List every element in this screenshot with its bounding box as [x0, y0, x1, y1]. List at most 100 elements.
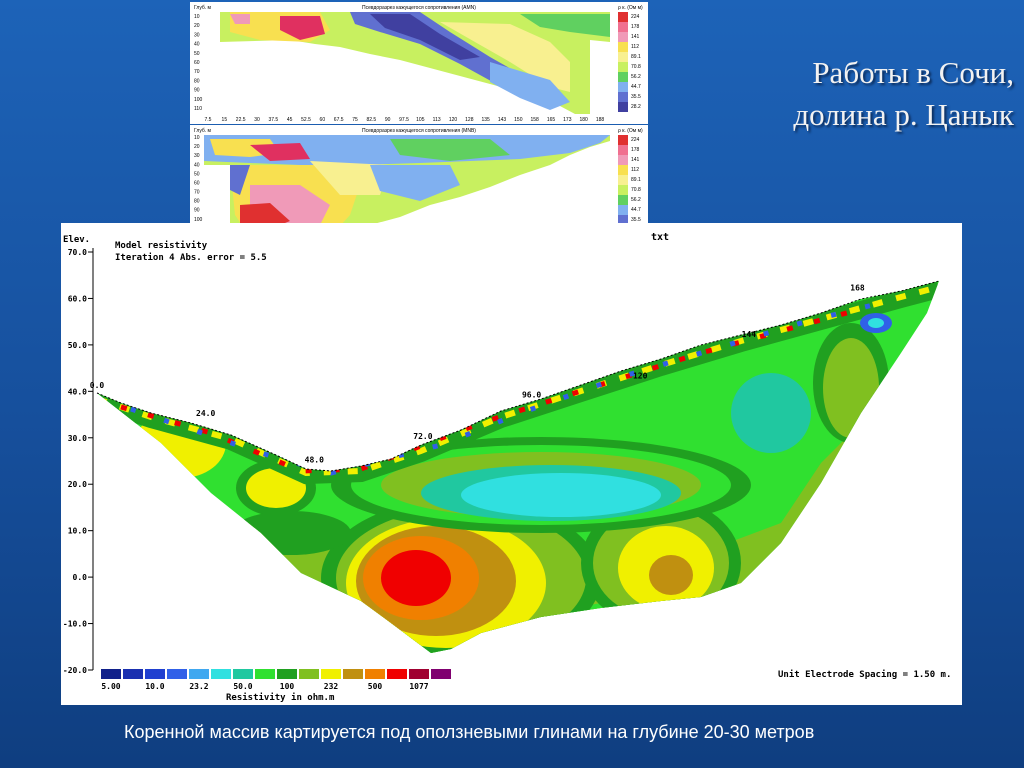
surface-position-labels: 0.0 24.0 48.0 72.0 96.0 120 144 168	[90, 283, 865, 464]
scale-value: 141	[631, 157, 640, 163]
x-tick: 15	[222, 117, 228, 123]
y-tick-label: 0.0	[73, 573, 88, 582]
x-tick: 143	[498, 117, 507, 123]
y-tick-label: 10.0	[68, 527, 87, 536]
x-tick: 22.5	[236, 117, 246, 123]
resistivity-legend: 5.00 10.0 23.2 50.0 100 232 500 1077	[101, 669, 451, 691]
x-tick: 52.5	[301, 117, 311, 123]
resistivity-model-panel: txt Elev. Model resistivity Iteration 4 …	[61, 223, 962, 705]
y-axis-label: Elev.	[63, 235, 90, 245]
pseudosection-amn: Псевдоразрез кажущегося сопротивления (A…	[190, 2, 648, 124]
legend-swatch	[299, 669, 319, 679]
surface-label: 96.0	[522, 390, 541, 399]
y-tick-label: 30.0	[68, 434, 87, 443]
color-scale-amn: 224 178 141 112 89.1 70.8 56.2 44.7 35.5 28.2	[618, 12, 641, 112]
y-tick-label: 40.0	[68, 387, 87, 396]
legend-swatch	[409, 669, 429, 679]
scale-swatch	[618, 145, 628, 155]
x-tick: 128	[465, 117, 474, 123]
legend-value: 5.00	[101, 682, 120, 691]
x-tick: 90	[385, 117, 391, 123]
legend-title: Resistivity in ohm.m	[226, 692, 335, 703]
surface-label: 168	[850, 283, 865, 292]
scale-swatch	[618, 175, 628, 185]
scale-swatch	[618, 62, 628, 72]
scale-value: 44.7	[631, 207, 641, 213]
scale-swatch	[618, 12, 628, 22]
title-line-1: Работы в Сочи,	[812, 55, 1014, 90]
pseudosection-amn-plot: Псевдоразрез кажущегося сопротивления (A…	[190, 2, 648, 124]
scale-value: 56.2	[631, 74, 641, 80]
surface-label: 0.0	[90, 381, 105, 390]
scale-value: 141	[631, 34, 640, 40]
x-tick: 97.5	[399, 117, 409, 123]
y-axis-ticks: 70.0 60.0 50.0 40.0 30.0 20.0 10.0 0.0 -10.0 -20.…	[63, 248, 93, 675]
depth-tick: 20	[194, 144, 200, 150]
scale-swatch	[618, 205, 628, 215]
scale-value: 89.1	[631, 54, 641, 60]
scale-value: 35.5	[631, 94, 641, 100]
legend-swatch	[343, 669, 363, 679]
scale-swatch	[618, 102, 628, 112]
depth-tick: 80	[194, 199, 200, 205]
x-tick: 82.5	[366, 117, 376, 123]
slide-caption: Коренной массив картируется под оползнев…	[124, 722, 815, 742]
scale-swatch	[618, 42, 628, 52]
pseudosection-amn-title: Псевдоразрез кажущегося сопротивления (A…	[362, 5, 476, 11]
resistivity-model-plot: txt Elev. Model resistivity Iteration 4 …	[61, 223, 962, 705]
scale-swatch	[618, 185, 628, 195]
depth-tick: 40	[194, 42, 200, 48]
depth-tick: 60	[194, 180, 200, 186]
scale-swatch	[618, 195, 628, 205]
depth-tick: 10	[194, 135, 200, 141]
scale-swatch	[618, 135, 628, 145]
y-tick-label: 70.0	[68, 248, 87, 257]
depth-tick: 60	[194, 60, 200, 66]
legend-swatch	[211, 669, 231, 679]
legend-value: 50.0	[233, 682, 252, 691]
x-tick: 37.5	[268, 117, 278, 123]
y-tick-label: 60.0	[68, 294, 87, 303]
x-tick: 120	[449, 117, 458, 123]
x-tick: 75	[352, 117, 358, 123]
legend-swatch	[321, 669, 341, 679]
legend-swatch	[101, 669, 121, 679]
scale-value: 56.2	[631, 197, 641, 203]
x-tick: 135	[481, 117, 490, 123]
depth-tick: 110	[194, 106, 202, 112]
surface-label: 120	[633, 372, 648, 381]
scale-swatch	[618, 72, 628, 82]
legend-swatch	[145, 669, 165, 679]
scale-value: 112	[631, 44, 639, 50]
depth-tick: 20	[194, 23, 200, 29]
x-tick: 60	[320, 117, 326, 123]
x-tick: 173	[563, 117, 572, 123]
x-tick: 7.5	[205, 117, 212, 123]
x-tick: 165	[547, 117, 556, 123]
legend-value: 10.0	[145, 682, 164, 691]
x-ticks-amn: 7.5 15 22.5 30 37.5 45 52.5 60 67.5 75 82.5 90 97.5 1…	[205, 117, 605, 123]
legend-swatch	[387, 669, 407, 679]
pseudosection-mnb-field	[204, 135, 610, 241]
surface-label: 72.0	[413, 432, 432, 441]
surface-label: 48.0	[305, 455, 324, 464]
legend-value: 232	[324, 682, 339, 691]
legend-value: 23.2	[189, 682, 208, 691]
scale-value: 112	[631, 167, 639, 173]
legend-swatch	[277, 669, 297, 679]
legend-swatch	[233, 669, 253, 679]
depth-axis-label: Глуб. м	[194, 5, 212, 11]
scale-unit-label-2: ρ к. (Ом м)	[618, 128, 643, 134]
pseudosection-amn-field	[220, 12, 610, 114]
scale-value: 178	[631, 24, 640, 30]
electrode-spacing-note: Unit Electrode Spacing = 1.50 m.	[778, 669, 951, 680]
scale-value: 70.8	[631, 64, 641, 70]
model-subtitle: Iteration 4 Abs. error = 5.5	[115, 252, 267, 263]
scale-swatch	[618, 165, 628, 175]
scale-swatch	[618, 82, 628, 92]
scale-value: 35.5	[631, 217, 641, 223]
depth-tick: 100	[194, 97, 203, 103]
depth-tick: 10	[194, 14, 200, 20]
depth-tick: 80	[194, 78, 200, 84]
depth-tick: 90	[194, 208, 200, 214]
